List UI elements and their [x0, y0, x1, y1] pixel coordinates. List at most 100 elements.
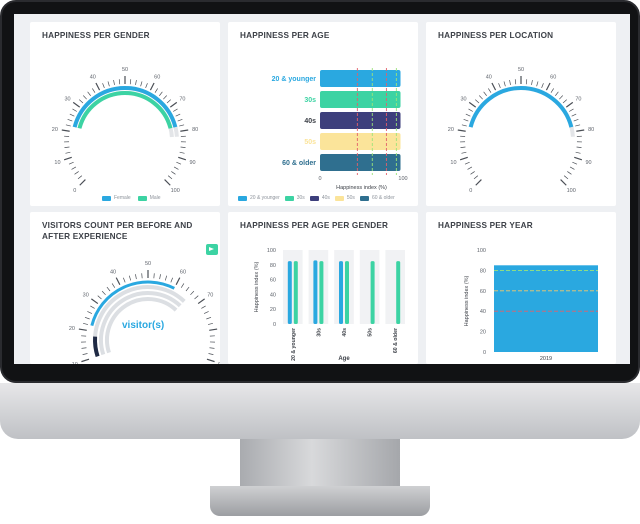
gauge-tick [464, 161, 470, 165]
x-tick-label: 20 & younger [291, 328, 297, 361]
gauge-tick [175, 113, 181, 117]
card-happiness-per-age[interactable]: HAPPINESS PER AGE 20 & younger 30s 40s 50s 6… [228, 22, 418, 206]
gauge-tick [575, 124, 581, 127]
gauge-tick [576, 129, 585, 132]
age-gender-bar [370, 261, 375, 324]
gauge-tick [65, 151, 71, 154]
gauge-tick [176, 161, 182, 165]
gauge-tick [206, 358, 215, 363]
gauge-tick [63, 156, 72, 161]
gauge-tick [180, 146, 186, 148]
card-happiness-per-age-per-gender[interactable]: HAPPINESS PER AGE PER GENDER 0 20 40 60 80 10… [228, 212, 418, 364]
category-band [334, 250, 354, 324]
gauge-tick [488, 88, 492, 93]
gauge-tick [83, 322, 89, 325]
gauge-tick [576, 146, 582, 148]
gauge-tick [574, 156, 583, 161]
x-tick-label: 0 [318, 176, 321, 182]
card-visitors-count[interactable]: VISITORS COUNT PER BEFORE AND AFTER EXPE… [30, 212, 220, 364]
age-gender-bar [396, 261, 401, 324]
gauge-tick [208, 353, 214, 355]
gauge-tick-label: 10 [450, 160, 456, 166]
gauge-tick [123, 277, 126, 283]
gauge-tick [463, 119, 469, 122]
gauge-tick [498, 83, 501, 89]
gauge-tick [503, 81, 506, 87]
gauge-tick [206, 316, 212, 320]
gauge-tick [475, 179, 482, 186]
gauge-tick [81, 347, 87, 349]
category-band [308, 250, 329, 324]
gauge-tick [71, 166, 77, 170]
card-happiness-per-location[interactable]: HAPPINESS PER LOCATION 0 10 20 30 40 50 60 70 80… [426, 22, 616, 206]
gauge-tick-label: 70 [207, 293, 213, 299]
gauge-tick [64, 146, 70, 148]
age-category-label: 60 & older [282, 160, 316, 167]
gauge-tick [468, 108, 473, 112]
gauge-tick [550, 88, 554, 93]
x-tick-label: 50s [368, 328, 374, 337]
video-icon[interactable] [206, 244, 218, 255]
x-tick-label: 40s [342, 328, 348, 337]
location-gauge: 0 10 20 30 40 50 60 70 80 90 100 [448, 67, 594, 194]
x-tick-label: 60 & older [393, 328, 399, 353]
gauge-tick [79, 99, 84, 104]
category-band [283, 250, 303, 324]
gauge-tick-label: 40 [486, 75, 492, 81]
legend-label: 50s [346, 195, 355, 201]
age-category-label: 40s [304, 118, 316, 125]
gauge-tick-label: 60 [154, 75, 160, 81]
gauge-tick-label: 30 [64, 96, 70, 102]
gauge-track [99, 291, 182, 356]
x-tick-label: 2019 [540, 356, 552, 362]
gender-gauge: 0 10 20 30 40 50 60 70 80 90 100 [52, 67, 198, 194]
gauge-tick [473, 175, 479, 180]
y-tick-label: 60 [270, 278, 276, 284]
gauge-tick-label: 100 [171, 188, 180, 194]
gauge-tick [569, 108, 574, 112]
legend-label: 40s [321, 195, 330, 201]
gauge-tick [159, 274, 161, 280]
gauge-tick [149, 82, 155, 91]
age-category-label: 50s [304, 139, 316, 146]
gauge-tick [77, 175, 83, 180]
gauge-tick [531, 80, 533, 86]
gauge-tick [169, 101, 178, 108]
gauge-tick [179, 151, 185, 154]
legend-item[interactable]: 40s [309, 195, 330, 201]
legend-item[interactable]: 60 & older [359, 195, 395, 201]
age-bar [320, 70, 401, 87]
card-title: HAPPINESS PER AGE [240, 31, 330, 40]
legend-item[interactable]: 20 & younger [238, 195, 280, 201]
category-band [385, 250, 405, 324]
gauge-tick [207, 322, 213, 325]
gauge-arc-before [93, 336, 100, 357]
y-tick-label: 80 [270, 263, 276, 269]
gauge-tick [175, 277, 181, 286]
legend-swatch [334, 195, 344, 201]
gauge-track [105, 297, 178, 354]
legend-item[interactable]: 30s [284, 195, 305, 201]
gauge-tick [90, 305, 95, 309]
gauge-tick [190, 290, 195, 296]
gauge-tick [95, 82, 101, 91]
gauge-tick [573, 119, 579, 122]
gauge-tick [82, 95, 87, 100]
gauge-tick [135, 80, 137, 86]
legend-item-male[interactable]: Male [137, 195, 161, 201]
gauge-tick [569, 166, 575, 170]
legend-item-female[interactable]: Female [102, 195, 131, 201]
gauge-tick-label: 50 [518, 67, 524, 73]
monitor-chin [0, 383, 640, 439]
card-happiness-per-gender[interactable]: HAPPINESS PER GENDER 0 10 20 30 40 50 60 70 80 90… [30, 22, 220, 206]
gauge-tick [478, 95, 483, 100]
gauge-tick [167, 175, 173, 180]
gauge-tick [209, 347, 215, 349]
gauge-tick-label: 50 [122, 67, 128, 73]
card-happiness-per-year[interactable]: HAPPINESS PER YEAR 0 20 40 60 80 100 Happiness… [426, 212, 616, 364]
legend-item[interactable]: 50s [334, 195, 355, 201]
gauge-tick-label: 50 [145, 261, 151, 267]
